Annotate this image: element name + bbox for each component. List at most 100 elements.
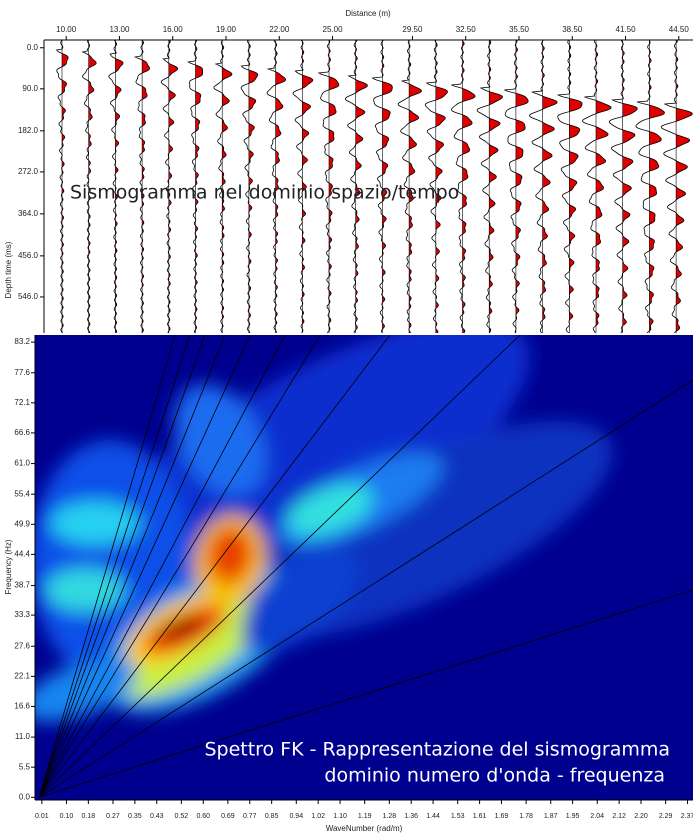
trace [133,40,151,333]
x-tick-label: 19.00 [216,25,237,34]
trace-fill [489,40,503,333]
trace-fill [409,40,422,333]
x-tick-label: 0.77 [243,813,257,820]
x-tick-label: 35.50 [509,25,530,34]
y-tick-label: 22.1 [14,671,30,680]
trace-fill [195,40,203,333]
trace [476,40,504,333]
x-tick-label: 2.37 [681,813,693,820]
annotation: dominio numero d'onda - frequenza [324,765,665,787]
y-tick-label: 456.0 [18,251,39,260]
y-tick-label: 11.0 [15,732,31,741]
y-tick-label: 77.6 [14,368,30,377]
trace [635,40,665,333]
trace-fill [569,40,583,333]
seismogram-panel: 10.00 13.00 16.00 19.00 22.00 25.00 29.50 32.50… [4,9,693,333]
velocity-line [38,379,693,798]
y-tick-label: 272.0 [18,167,39,176]
y-tick-label: 61.0 [14,459,30,468]
x-tick-label: 1.36 [404,813,418,820]
trace [529,40,558,333]
velocity-line [38,335,206,798]
y-axis-title: Depth time (ms) [4,241,13,298]
y-tick-label: 364.0 [18,209,39,218]
x-tick-label: 1.69 [495,813,509,820]
annotation: Sismogramma nel dominio spazio/tempo [70,182,459,204]
velocity-line [38,335,226,798]
x-tick-label: 0.69 [221,813,235,820]
x-tick-label: 0.52 [175,813,189,820]
trace [504,40,529,333]
trace [55,40,69,333]
y-tick-label: 27.6 [14,641,30,650]
x-axis-title: WaveNumber (rad/m) [326,824,403,833]
x-tick-label: 25.00 [323,25,344,34]
plot-area [55,40,693,333]
x-tick-label: 0.60 [196,813,210,820]
y-tick-label: 0.0 [27,43,39,52]
x-tick-label: 2.20 [634,813,648,820]
x-tick-label: 1.53 [451,813,465,820]
y-tick-label: 90.0 [22,84,38,93]
fk-spectrum-panel: 0.01 0.10 0.18 0.27 0.35 0.43 0.52 0.60 0.69 0.77… [4,335,693,833]
x-tick-label: 1.78 [519,813,533,820]
velocity-line [38,335,286,798]
x-tick-label: 0.35 [128,813,142,820]
trace [292,40,314,333]
trace-fill [596,40,612,333]
annotation: Spettro FK - Rappresentazione del sismog… [204,739,670,761]
trace [581,40,612,333]
trace-fill [676,40,693,333]
trace [160,40,179,333]
x-tick-label: 0.10 [60,813,74,820]
x-tick-label: 38.50 [562,25,583,34]
x-axis-title: Distance (m) [345,9,391,18]
x-tick-label: 1.95 [566,813,580,820]
x-tick-label: 10.00 [56,25,77,34]
x-tick-label: 1.19 [358,813,372,820]
x-tick-label: 1.61 [473,813,487,820]
trace [240,40,259,333]
trace [108,40,124,333]
trace [556,40,583,333]
y-tick-label: 83.2 [14,337,30,346]
trace-fill [649,40,665,333]
x-tick-label: 13.00 [109,25,130,34]
trace [187,40,204,333]
x-tick-label: 1.10 [333,813,347,820]
x-tick-label: 1.87 [544,813,558,820]
heat-blob [241,547,359,653]
heat-blob [155,615,205,641]
velocity-line [38,335,521,798]
x-tick-label: 44.50 [669,25,690,34]
y-tick-label: 72.1 [14,398,30,407]
trace-fill [168,40,178,333]
trace [397,40,423,333]
y-tick-label: 55.4 [14,489,30,498]
x-tick-label: 1.44 [426,813,440,820]
trace [451,40,476,333]
y-tick-label: 44.4 [14,549,30,558]
x-tick-label: 2.29 [659,813,673,820]
trace [266,40,287,333]
x-tick-label: 2.04 [590,813,604,820]
trace [81,40,97,333]
x-tick-label: 0.85 [265,813,279,820]
velocity-line [38,335,391,798]
velocity-line [38,335,191,798]
x-tick-label: 22.00 [269,25,290,34]
heatmap-field [35,335,613,722]
velocity-line [38,335,321,798]
y-tick-label: 49.9 [14,519,30,528]
x-tick-label: 0.18 [82,813,96,820]
trace-fill [329,40,339,333]
x-tick-label: 29.50 [402,25,423,34]
x-tick-label: 16.00 [163,25,184,34]
x-tick-label: 0.27 [106,813,120,820]
y-tick-label: 0.0 [19,792,31,801]
y-tick-label: 546.0 [18,292,39,301]
trace [608,40,638,333]
x-tick-label: 1.02 [311,813,325,820]
y-tick-label: 182.0 [18,126,39,135]
